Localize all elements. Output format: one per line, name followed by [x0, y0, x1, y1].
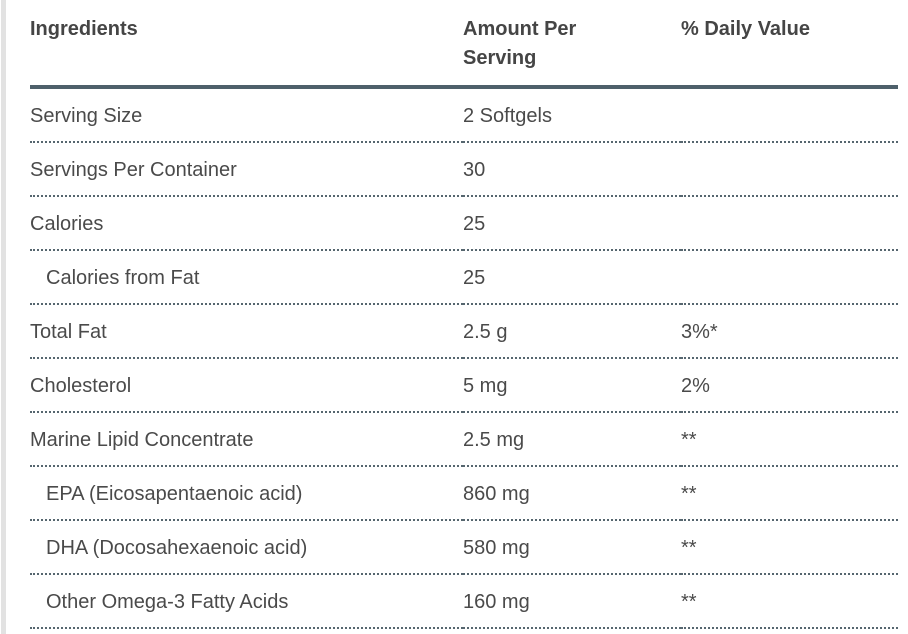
- ingredient-label: DHA (Docosahexaenoic acid): [30, 520, 463, 575]
- ingredient-label: Serving Size: [30, 87, 463, 143]
- ingredient-amount: 160 mg: [463, 574, 681, 629]
- ingredient-label: Total Fat: [30, 304, 463, 359]
- ingredient-amount: 25: [463, 196, 681, 251]
- ingredient-amount: 580 mg: [463, 520, 681, 575]
- header-amount-per-serving: Amount Per Serving: [463, 0, 681, 89]
- table-row-servings-per-container: Servings Per Container 30: [30, 142, 898, 197]
- ingredient-daily-value: **: [681, 574, 898, 629]
- ingredient-amount: 2.5 mg: [463, 412, 681, 467]
- table-row-dha: DHA (Docosahexaenoic acid) 580 mg **: [30, 520, 898, 575]
- ingredient-amount: 2.5 g: [463, 304, 681, 359]
- ingredient-daily-value: 2%: [681, 358, 898, 413]
- ingredient-label: Cholesterol: [30, 358, 463, 413]
- table-row-marine-lipid-concentrate: Marine Lipid Concentrate 2.5 mg **: [30, 412, 898, 467]
- ingredient-amount: 30: [463, 142, 681, 197]
- header-amount-per-serving-label: Amount Per Serving: [463, 18, 577, 69]
- ingredient-label: Other Omega-3 Fatty Acids: [30, 574, 463, 629]
- ingredient-daily-value: **: [681, 412, 898, 467]
- table-row-calories: Calories 25: [30, 196, 898, 251]
- ingredient-label: Calories: [30, 196, 463, 251]
- ingredient-label: Marine Lipid Concentrate: [30, 412, 463, 467]
- ingredient-amount: 860 mg: [463, 466, 681, 521]
- table-row-epa: EPA (Eicosapentaenoic acid) 860 mg **: [30, 466, 898, 521]
- ingredient-amount: 2 Softgels: [463, 87, 681, 143]
- ingredient-daily-value: [681, 196, 898, 251]
- header-ingredients-label: Ingredients: [30, 18, 138, 40]
- ingredient-daily-value: 3%*: [681, 304, 898, 359]
- header-daily-value-label: % Daily Value: [681, 18, 810, 40]
- table-row-total-fat: Total Fat 2.5 g 3%*: [30, 304, 898, 359]
- ingredients-table: Ingredients Amount Per Serving % Daily V…: [30, 0, 898, 629]
- table-row-calories-from-fat: Calories from Fat 25: [30, 250, 898, 305]
- ingredient-daily-value: **: [681, 466, 898, 521]
- ingredient-amount: 25: [463, 250, 681, 305]
- ingredient-label: Calories from Fat: [30, 250, 463, 305]
- ingredient-daily-value: [681, 250, 898, 305]
- header-ingredients: Ingredients: [30, 0, 463, 89]
- table-row-other-omega3: Other Omega-3 Fatty Acids 160 mg **: [30, 574, 898, 629]
- table-header-row: Ingredients Amount Per Serving % Daily V…: [30, 0, 898, 89]
- ingredient-daily-value: **: [681, 520, 898, 575]
- ingredient-amount: 5 mg: [463, 358, 681, 413]
- ingredient-label: Servings Per Container: [30, 142, 463, 197]
- ingredient-daily-value: [681, 87, 898, 143]
- table-row-cholesterol: Cholesterol 5 mg 2%: [30, 358, 898, 413]
- page-left-edge: [1, 0, 6, 634]
- ingredient-label: EPA (Eicosapentaenoic acid): [30, 466, 463, 521]
- header-daily-value: % Daily Value: [681, 0, 898, 89]
- ingredient-daily-value: [681, 142, 898, 197]
- table-row-serving-size: Serving Size 2 Softgels: [30, 87, 898, 143]
